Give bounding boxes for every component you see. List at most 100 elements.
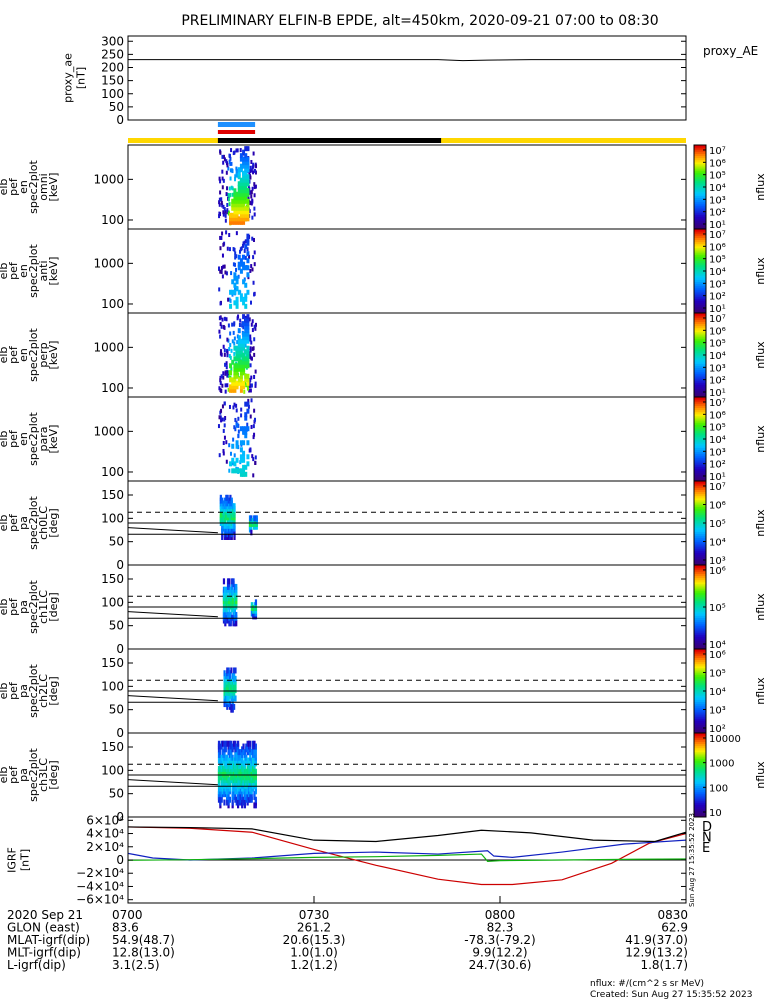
igrf-legend-E: E [702, 841, 710, 856]
heatmap-cell [221, 511, 224, 518]
heatmap-cell [234, 687, 237, 694]
heatmap-cell [235, 345, 239, 351]
heatmap-cell [221, 274, 224, 279]
panel-frame [127, 228, 687, 314]
heatmap-cell [231, 168, 234, 173]
colorbar-cell [694, 607, 706, 610]
heatmap-cell [244, 338, 248, 344]
heatmap-cell [247, 398, 250, 403]
heatmap-cell [252, 280, 255, 285]
heatmap-cell [246, 289, 250, 295]
colorbar-cell [694, 273, 706, 276]
heatmap-cell [226, 494, 229, 501]
colorbar-tick-label: 10⁴ [709, 687, 726, 698]
heatmap-cell [225, 159, 228, 164]
heatmap-cell [234, 255, 237, 260]
heatmap-cell [235, 366, 239, 372]
heatmap-cell [237, 216, 241, 222]
losscone-line [127, 779, 218, 786]
heatmap-cell [231, 384, 235, 390]
heatmap-cell [242, 765, 245, 772]
heatmap-cell [254, 599, 258, 606]
losscone-line [127, 527, 218, 534]
heatmap-cell [229, 451, 232, 456]
heatmap-cell [242, 174, 246, 180]
heatmap-cell [231, 359, 235, 365]
heatmap-cell [254, 768, 257, 775]
heatmap-cell [249, 190, 252, 195]
colorbar-cell [694, 770, 706, 774]
heatmap-cell [242, 426, 246, 432]
colorbar-cell [694, 405, 706, 408]
colorbar-cell [694, 577, 706, 581]
heatmap-cell [239, 426, 243, 432]
colorbar-cell [694, 380, 706, 383]
heatmap-cell [244, 324, 248, 330]
colorbar-cell [694, 214, 706, 217]
heatmap-cell [218, 386, 221, 391]
heatmap-cell [227, 197, 230, 202]
panel-spec_para: 1001000elbpefenspec2plotpara[keV]10¹10²1… [0, 396, 767, 483]
colorbar-cell [694, 388, 706, 392]
heatmap-cell [237, 359, 241, 365]
colorbar-cell [694, 348, 706, 352]
heatmap-cell [244, 401, 248, 407]
heatmap-cell [253, 193, 256, 198]
time-row-value: 83.6 [112, 921, 139, 935]
colorbar-cell [694, 632, 706, 635]
heatmap-cell [231, 186, 234, 191]
heatmap-cell [235, 384, 239, 390]
heatmap-cell [237, 434, 240, 439]
colorbar-cell [694, 552, 706, 555]
heatmap-cell [246, 352, 250, 358]
heatmap-cell [246, 202, 250, 208]
colorbar-cell [694, 743, 706, 747]
colorbar-cell [694, 705, 706, 709]
heatmap-cell [253, 185, 256, 190]
colorbar-cell [694, 302, 706, 306]
heatmap-cell [223, 316, 226, 321]
heatmap-cell [229, 370, 233, 376]
colorbar-cell [694, 613, 706, 616]
colorbar-tick-label: 10000 [709, 734, 741, 745]
heatmap-cell [227, 166, 230, 171]
colorbar-cell [694, 367, 706, 371]
heatmap-cell [227, 297, 230, 302]
heatmap-cell [239, 387, 243, 393]
colorbar-cell [694, 352, 706, 356]
heatmap-cell [242, 342, 246, 348]
heatmap-cell [250, 610, 253, 617]
colorbar-cell [694, 718, 706, 721]
colorbar-cell [694, 298, 706, 301]
heatmap-cell [222, 440, 225, 445]
heatmap-cell [249, 334, 252, 339]
colorbar-cell [694, 565, 706, 568]
y-axis-label: ch0LC [37, 506, 50, 540]
y-tick-label: 100 [101, 297, 124, 311]
time-row-value: 1.8(1.7) [640, 958, 688, 972]
colorbar-cell [694, 779, 706, 782]
colorbar-tick-label: 10³ [709, 279, 726, 290]
heatmap-cell [221, 231, 224, 236]
heatmap-cell [239, 195, 243, 201]
colorbar-cell [694, 373, 706, 377]
heatmap-cell [246, 363, 250, 369]
heatmap-cell [242, 321, 246, 327]
colorbar-cell [694, 672, 706, 675]
colorbar-cell [694, 569, 706, 572]
colorbar-cell [694, 644, 706, 648]
heatmap-cell [219, 511, 222, 518]
heatmap-cell [244, 356, 248, 362]
colorbar-cell [694, 804, 706, 807]
heatmap-cell [244, 255, 247, 260]
colorbar-cell [694, 451, 706, 455]
heatmap-cell [235, 231, 238, 236]
heatmap-cell [246, 209, 250, 215]
colorbar-tick-label: 10³ [709, 195, 726, 206]
heatmap-cell [231, 681, 234, 688]
panel-pa_ch2: 050100150elbpefpaspec2plotch2LC[deg]10²1… [0, 648, 767, 740]
heatmap-cell [251, 236, 254, 241]
y-axis-label: [keV] [47, 257, 60, 286]
heatmap-cell [242, 314, 246, 320]
heatmap-cell [218, 266, 221, 271]
